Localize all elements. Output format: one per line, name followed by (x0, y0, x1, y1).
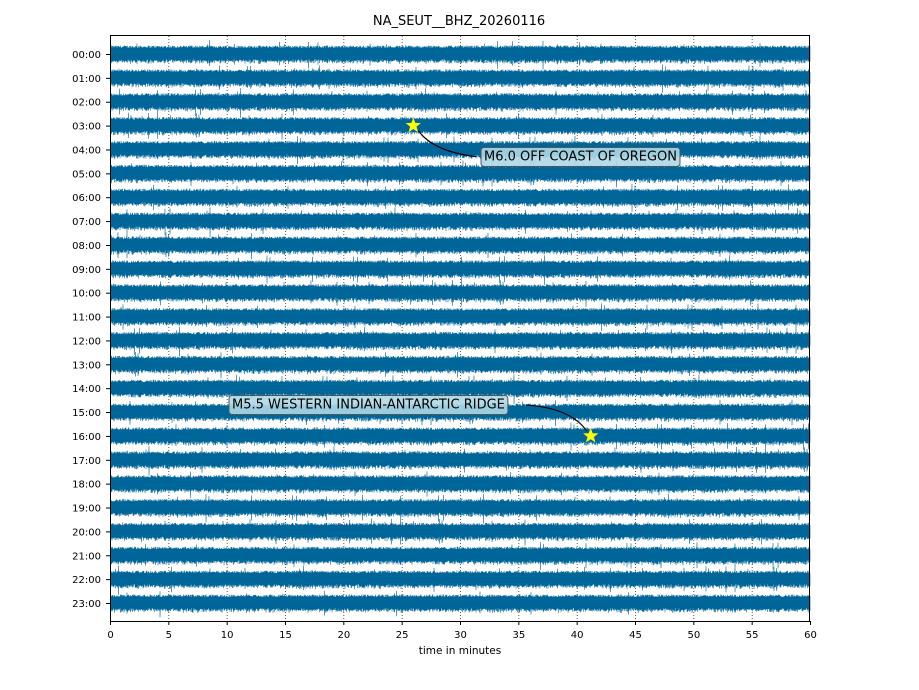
y-tick-label: 01:00 (72, 74, 101, 85)
seismic-trace (110, 183, 811, 212)
seismic-trace (110, 88, 811, 118)
annotation-arrow (417, 130, 477, 158)
y-tick-label: 21:00 (72, 551, 101, 562)
seismic-trace (110, 374, 811, 405)
x-tick-label: 40 (571, 630, 584, 641)
x-tick-label: 0 (107, 630, 113, 641)
x-tick-label: 45 (629, 630, 642, 641)
annotation-box (228, 395, 509, 415)
y-tick-label: 02:00 (72, 98, 101, 109)
x-tick-label: 55 (746, 630, 759, 641)
seismic-trace (110, 112, 811, 140)
seismic-trace (110, 326, 811, 357)
seismic-trace (110, 565, 811, 596)
seismic-trace (110, 446, 811, 476)
x-tick-label: 15 (279, 630, 292, 641)
annotation-arrow (525, 404, 588, 432)
seismic-trace (110, 64, 811, 93)
y-tick-label: 22:00 (72, 575, 101, 586)
y-tick-label: 14:00 (72, 384, 101, 395)
x-tick-label: 25 (396, 630, 409, 641)
y-tick-label: 13:00 (72, 360, 101, 371)
y-tick-label: 06:00 (72, 193, 101, 204)
seismic-trace (110, 493, 811, 524)
x-axis-label: time in minutes (419, 645, 501, 657)
y-tick-label: 08:00 (72, 241, 101, 252)
y-tick-label: 17:00 (72, 456, 101, 467)
annotations: M6.0 OFF COAST OF OREGON M5.5 WESTERN IND… (228, 117, 681, 443)
seismic-trace (110, 518, 811, 546)
annotation-text: M6.0 OFF COAST OF OREGON (484, 150, 677, 165)
x-axis-ticks: 0 5 10 15 20 25 30 35 40 45 50 55 60 (107, 621, 817, 641)
y-tick-label: 15:00 (72, 408, 101, 419)
seismic-trace (110, 303, 811, 332)
seismic-trace (110, 160, 811, 188)
annotation-label: M6.0 OFF COAST OF OREGON (480, 147, 681, 167)
y-tick-label: 07:00 (72, 217, 101, 228)
y-tick-label: 09:00 (72, 265, 101, 276)
y-tick-label: 10:00 (72, 289, 101, 300)
seismic-trace (110, 541, 811, 571)
y-tick-label: 20:00 (72, 527, 101, 538)
seismic-trace (110, 255, 811, 286)
x-tick-label: 50 (687, 630, 700, 641)
x-tick-label: 60 (804, 630, 817, 641)
y-tick-label: 05:00 (72, 169, 101, 180)
annotation-box (480, 147, 681, 167)
seismic-trace (110, 207, 811, 238)
y-tick-label: 12:00 (72, 336, 101, 347)
y-tick-label: 23:00 (72, 599, 101, 610)
x-tick-label: 30 (454, 630, 467, 641)
seismic-trace (110, 351, 811, 379)
y-tick-label: 16:00 (72, 432, 101, 443)
seismic-trace (110, 232, 811, 260)
y-tick-label: 04:00 (72, 145, 101, 156)
seismic-trace (110, 39, 811, 70)
star-marker-icon (583, 427, 599, 443)
annotation-label: M5.5 WESTERN INDIAN-ANTARCTIC RIDGE (228, 395, 509, 415)
y-tick-label: 19:00 (72, 504, 101, 515)
x-tick-label: 5 (166, 630, 172, 641)
y-tick-label: 00:00 (72, 50, 101, 61)
x-tick-label: 10 (221, 630, 234, 641)
seismic-trace (110, 422, 811, 451)
seismic-trace (110, 590, 811, 618)
y-axis-ticks: 00:00 01:00 02:00 03:00 04:00 05:00 06:00 07:00… (72, 50, 110, 610)
y-tick-label: 11:00 (72, 313, 101, 324)
x-tick-label: 35 (512, 630, 525, 641)
y-tick-label: 03:00 (72, 122, 101, 133)
seismic-trace (110, 135, 811, 166)
star-marker-icon (405, 117, 421, 133)
seismic-trace (110, 471, 811, 498)
seismic-trace (110, 279, 811, 307)
x-tick-label: 20 (337, 630, 350, 641)
annotation-text: M5.5 WESTERN INDIAN-ANTARCTIC RIDGE (232, 398, 505, 413)
y-tick-label: 18:00 (72, 480, 101, 491)
chart-title: NA_SEUT__BHZ_20260116 (373, 14, 545, 29)
traces (110, 39, 811, 618)
